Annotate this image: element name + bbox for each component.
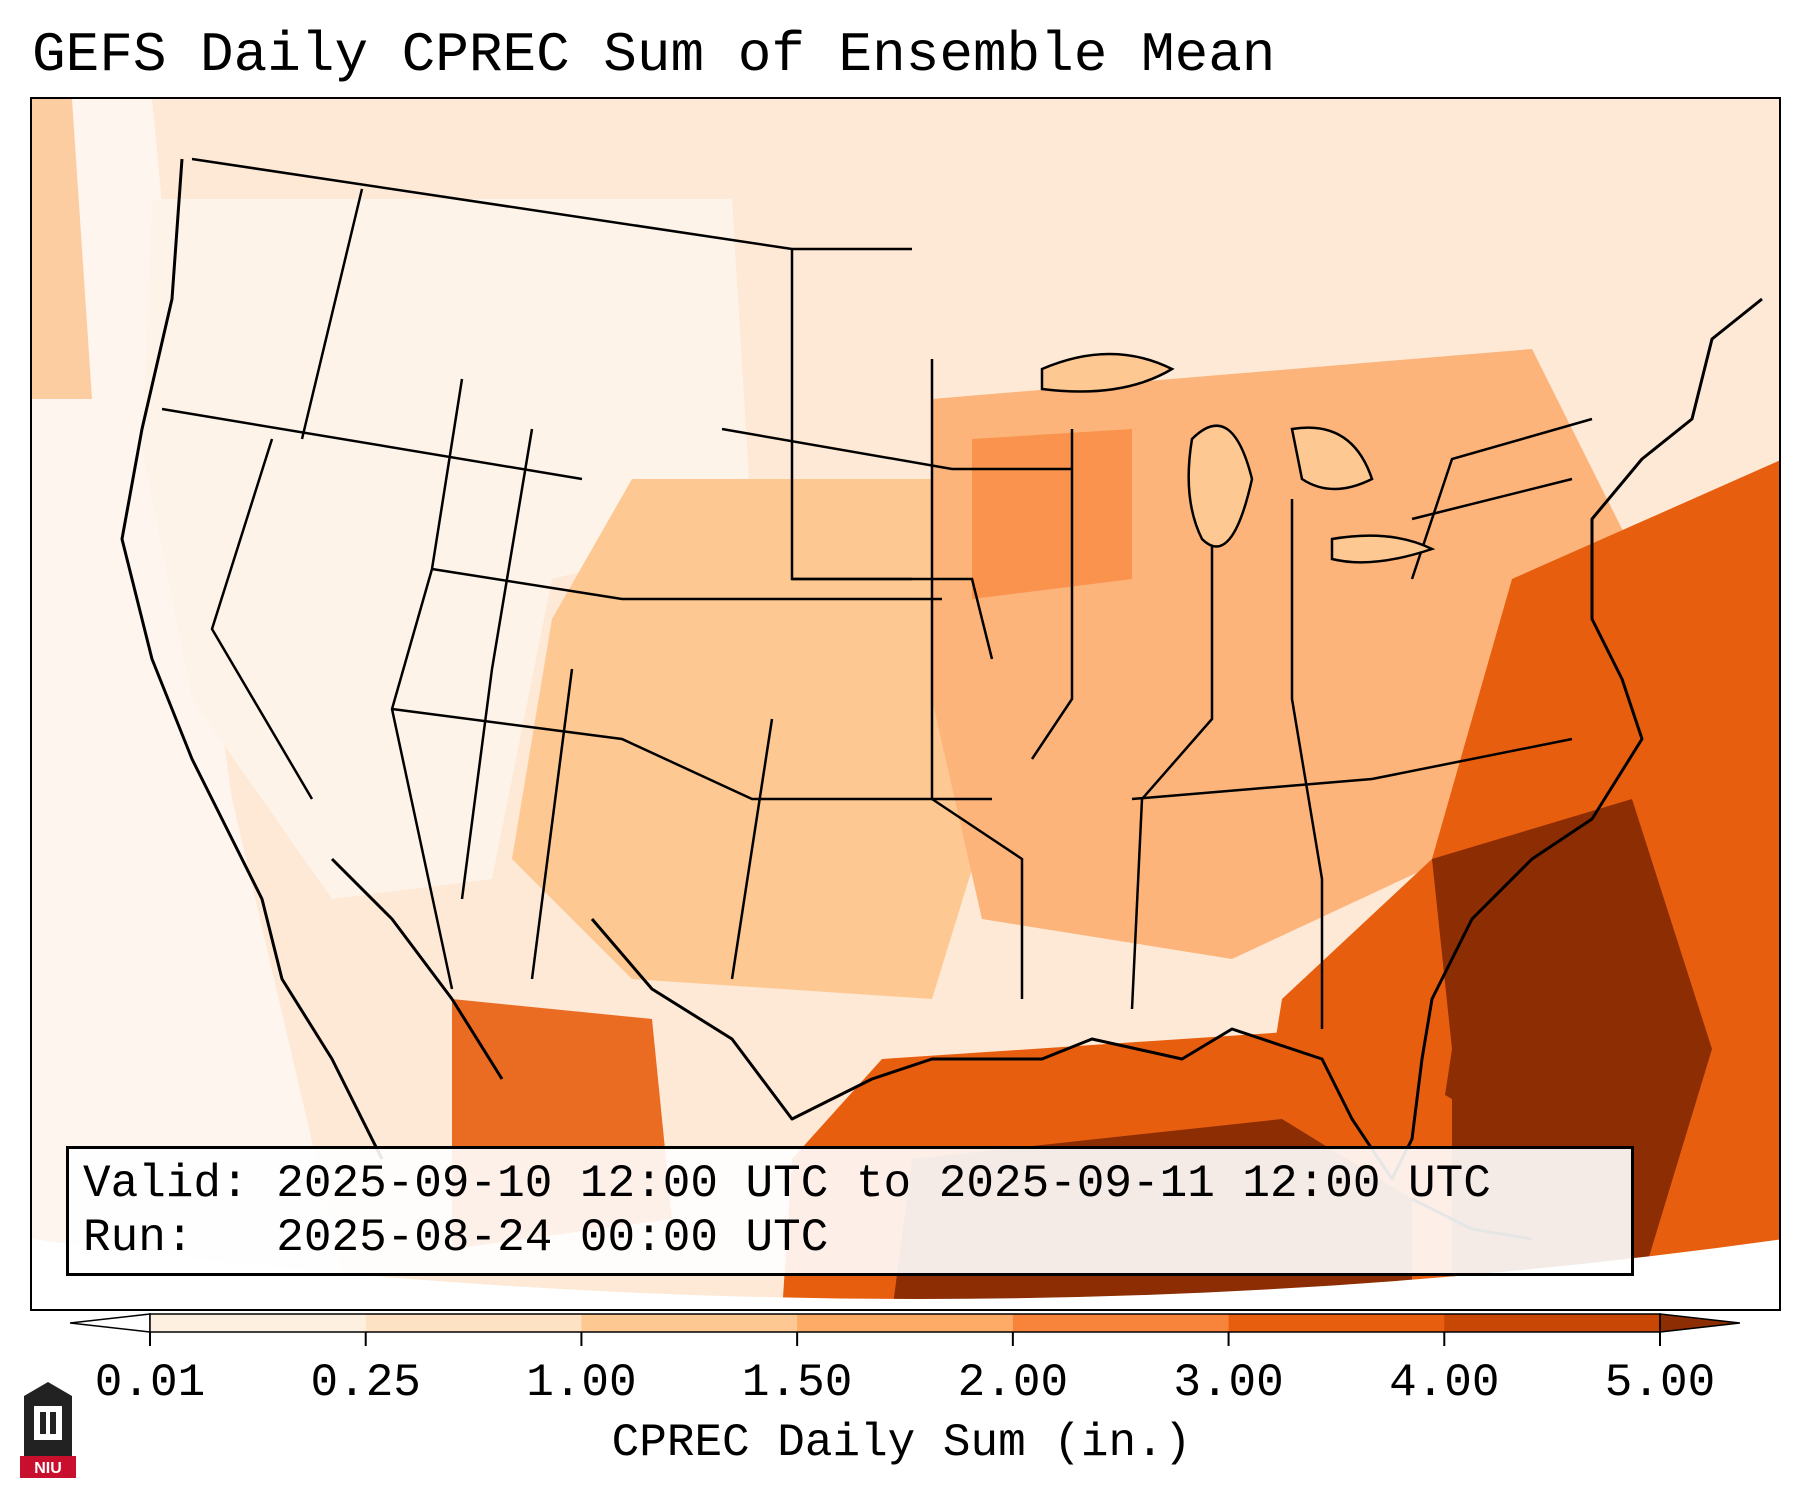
colorbar-segment xyxy=(1228,1314,1445,1332)
colorbar-segment xyxy=(797,1314,1014,1332)
colorbar-segment xyxy=(365,1314,582,1332)
colorbar-tick-label: 0.25 xyxy=(310,1357,421,1409)
colorbar-label: CPREC Daily Sum (in.) xyxy=(611,1417,1192,1469)
great-lakes xyxy=(1040,352,1436,564)
pacific-nw-field xyxy=(32,99,92,399)
precip-map xyxy=(30,97,1781,1311)
colorbar-tick-label: 5.00 xyxy=(1604,1357,1716,1409)
colorbar xyxy=(70,1313,1740,1346)
west-dry-field xyxy=(142,199,752,899)
colorbar-frame xyxy=(149,1313,1661,1333)
valid-time-range: 2025-09-10 12:00 UTC to 2025-09-11 12:00… xyxy=(276,1158,1491,1210)
valid-label: Valid: xyxy=(83,1158,249,1210)
colorbar-segment xyxy=(1012,1314,1230,1332)
map-canvas xyxy=(32,99,1779,1309)
colorbar-segment xyxy=(150,1314,367,1332)
colorbar-tick-label: 1.00 xyxy=(526,1357,637,1409)
colorbar-tick-label: 3.00 xyxy=(1173,1357,1284,1409)
map-title: GEFS Daily CPREC Sum of Ensemble Mean xyxy=(32,23,1276,87)
colorbar-tick-label: 1.50 xyxy=(741,1357,853,1409)
logo-building xyxy=(34,1406,62,1440)
logo-band xyxy=(20,1456,76,1478)
plains-field xyxy=(512,479,1012,999)
colorbar-tick-label: 0.01 xyxy=(94,1357,206,1409)
run-time: 2025-08-24 00:00 UTC xyxy=(276,1212,829,1264)
colorbar-over-arrow xyxy=(1659,1313,1740,1333)
colorbar-segment xyxy=(1444,1314,1661,1332)
colorbar-tick-label: 4.00 xyxy=(1389,1357,1500,1409)
state-borders xyxy=(161,157,1593,1029)
outer-edge xyxy=(32,1239,1779,1309)
valid-run-info-box: Valid: 2025-09-10 12:00 UTC to 2025-09-1… xyxy=(66,1146,1634,1276)
pacific-field xyxy=(32,99,352,1309)
iowa-high-field xyxy=(972,429,1132,599)
logo-text: NIU xyxy=(34,1460,62,1477)
colorbar-tick-label: 2.00 xyxy=(957,1357,1069,1409)
colorbar-under-arrow xyxy=(70,1313,151,1333)
run-label: Run: xyxy=(83,1212,194,1264)
niu-logo: NIU xyxy=(20,1382,76,1478)
colorbar-segment xyxy=(581,1314,798,1332)
